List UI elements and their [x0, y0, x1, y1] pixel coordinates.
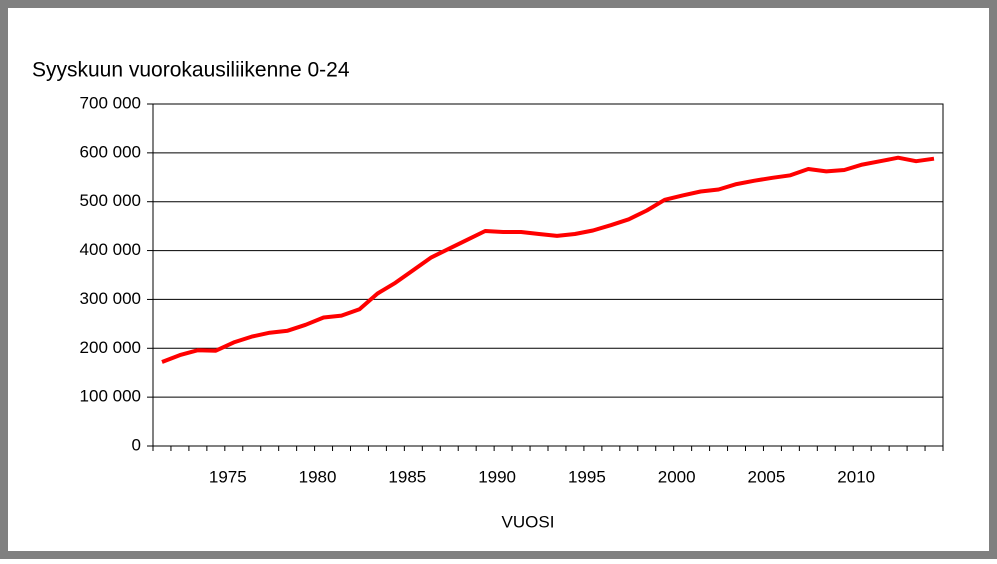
x-tick-label: 1990	[478, 467, 516, 486]
x-tick-label: 2010	[837, 467, 875, 486]
x-tick-label: 1980	[299, 467, 337, 486]
y-tick-label: 300 000	[80, 289, 141, 308]
y-tick-label: 0	[132, 435, 141, 454]
x-tick-label: 1975	[209, 467, 247, 486]
plot-area	[153, 104, 943, 446]
y-tick-label: 700 000	[80, 93, 141, 112]
x-tick-label: 2005	[748, 467, 786, 486]
x-axis-label: VUOSI	[502, 512, 555, 531]
y-tick-label: 100 000	[80, 387, 141, 406]
chart-title: Syyskuun vuorokausiliikenne 0-24	[32, 59, 350, 82]
y-tick-label: 600 000	[80, 142, 141, 161]
y-tick-label: 400 000	[80, 240, 141, 259]
line-series	[161, 155, 935, 364]
x-tick-label: 1985	[388, 467, 426, 486]
x-tick-label: 2000	[658, 467, 696, 486]
y-tick-label: 500 000	[80, 191, 141, 210]
y-tick-label: 200 000	[80, 338, 141, 357]
x-tick-label: 1995	[568, 467, 606, 486]
